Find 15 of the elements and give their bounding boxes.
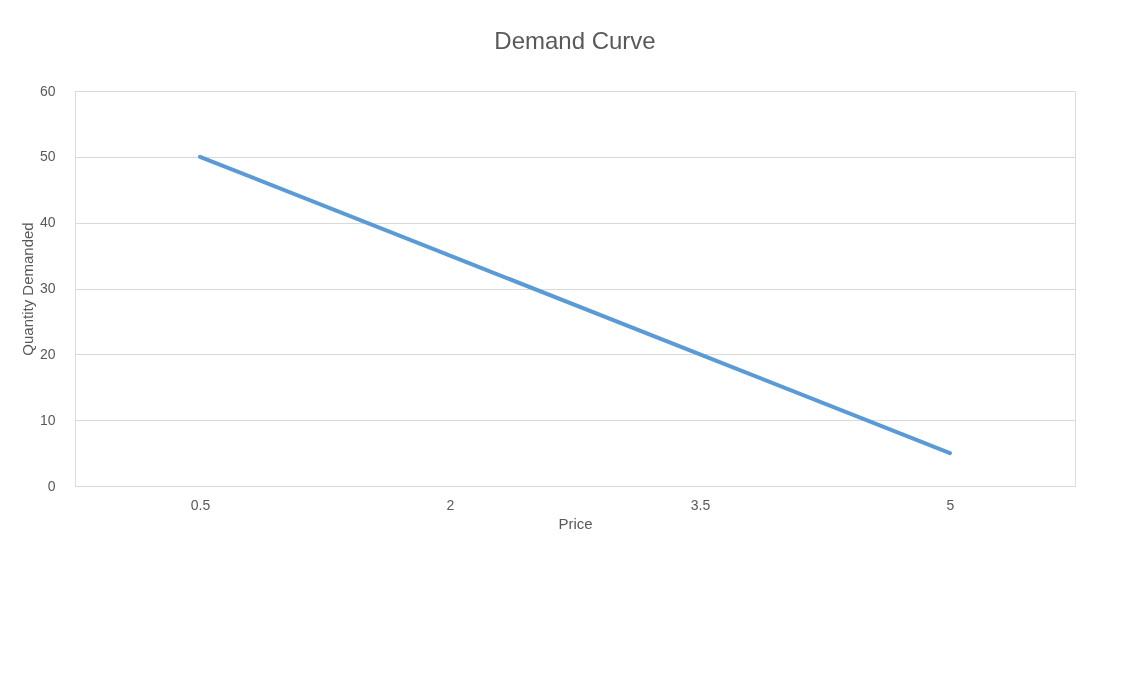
y-tick-label: 40: [39, 214, 56, 231]
y-tick-label: 50: [39, 148, 56, 165]
x-tick-label: 5: [946, 496, 955, 513]
y-tick-label: 60: [39, 82, 56, 99]
y-tick-label: 0: [47, 477, 56, 494]
chart-title: Demand Curve: [494, 27, 656, 54]
x-tick-label: 0.5: [190, 496, 211, 513]
y-axis-title: Quantity Demanded: [18, 222, 36, 356]
y-tick-label: 30: [39, 280, 56, 296]
y-tick-label: 20: [39, 345, 56, 362]
line-series: [198, 154, 952, 456]
x-axis-title: Price: [558, 514, 593, 532]
x-tick-label: 2: [446, 496, 455, 513]
y-tick-label: 10: [39, 411, 56, 428]
x-tick-label: 3.5: [690, 496, 711, 513]
